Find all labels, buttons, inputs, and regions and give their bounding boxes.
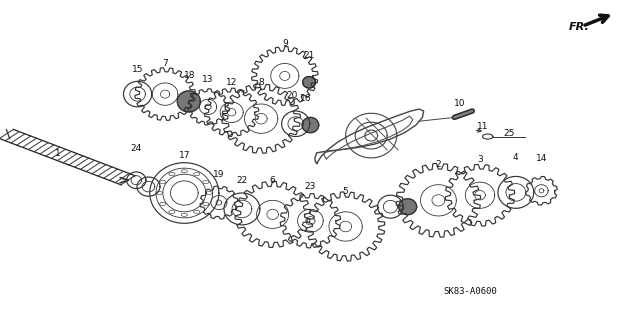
Text: 24: 24 xyxy=(131,144,142,153)
Polygon shape xyxy=(177,91,200,112)
Text: 8: 8 xyxy=(259,78,264,87)
Text: 11: 11 xyxy=(477,122,489,130)
Text: 21: 21 xyxy=(303,51,315,60)
Text: 20: 20 xyxy=(286,91,298,100)
Text: 5: 5 xyxy=(343,187,348,196)
Text: 9: 9 xyxy=(282,39,287,48)
Text: 6: 6 xyxy=(270,176,275,185)
Text: SK83-A0600: SK83-A0600 xyxy=(444,287,497,296)
Text: 7: 7 xyxy=(163,59,168,68)
Polygon shape xyxy=(303,77,316,88)
Text: 17: 17 xyxy=(179,151,190,160)
Text: 16: 16 xyxy=(300,94,311,103)
Text: 15: 15 xyxy=(132,65,143,74)
Text: 25: 25 xyxy=(503,129,515,138)
Text: 19: 19 xyxy=(213,170,225,179)
Text: 3: 3 xyxy=(477,155,483,164)
Text: 4: 4 xyxy=(513,153,518,162)
Text: 23: 23 xyxy=(305,182,316,191)
Text: 10: 10 xyxy=(454,99,465,108)
Text: FR.: FR. xyxy=(568,22,589,32)
Text: 12: 12 xyxy=(226,78,237,87)
Polygon shape xyxy=(302,117,319,133)
Text: 1: 1 xyxy=(55,149,60,158)
Text: 22: 22 xyxy=(236,176,248,185)
Text: 13: 13 xyxy=(202,75,214,84)
Text: 14: 14 xyxy=(536,154,547,163)
Text: 18: 18 xyxy=(184,71,195,80)
Text: 2: 2 xyxy=(436,160,441,169)
Polygon shape xyxy=(399,199,417,215)
